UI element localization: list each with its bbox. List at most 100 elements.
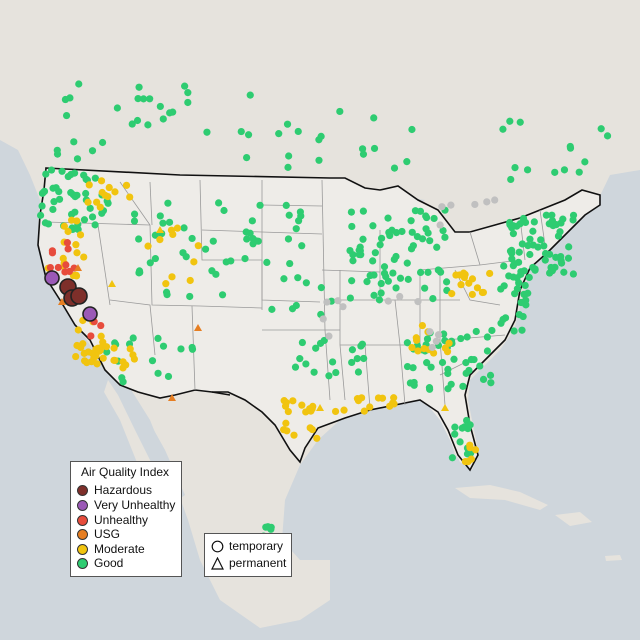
monitor-marker	[432, 337, 440, 345]
monitor-marker	[71, 193, 79, 201]
monitor-marker	[566, 144, 575, 152]
monitor-marker	[38, 189, 47, 197]
monitor-marker	[408, 343, 416, 352]
monitor-marker	[548, 211, 556, 219]
moderate-swatch-icon	[77, 543, 88, 555]
monitor-marker	[370, 144, 379, 153]
monitor-marker	[597, 125, 605, 133]
monitor-marker	[98, 209, 106, 217]
unhealthy-swatch-icon	[77, 514, 88, 526]
hispaniola	[555, 512, 592, 526]
monitor-marker	[424, 268, 432, 276]
monitor-marker	[347, 208, 356, 216]
legend-item-moderate: Moderate	[77, 542, 145, 556]
monitor-marker	[526, 235, 534, 243]
monitor-marker	[119, 378, 127, 386]
monitor-marker	[44, 220, 53, 228]
monitor-marker	[91, 174, 99, 182]
monitor-marker	[456, 438, 464, 446]
monitor-marker	[422, 213, 431, 222]
monitor-marker	[465, 279, 473, 287]
monitor-marker	[62, 111, 71, 120]
monitor-marker	[355, 250, 363, 259]
monitor-marker	[403, 362, 412, 371]
monitor-marker	[369, 222, 377, 230]
monitor-marker	[451, 423, 459, 431]
monitor-marker	[499, 125, 507, 133]
monitor-marker	[58, 167, 66, 175]
monitor-marker	[548, 267, 556, 275]
monitor-marker	[476, 362, 484, 370]
monitor-marker	[310, 368, 318, 376]
monitor-marker	[302, 360, 310, 368]
monitor-marker	[319, 315, 327, 323]
monitor-marker	[282, 201, 290, 210]
monitor-marker	[442, 278, 451, 286]
monitor-marker	[164, 199, 172, 207]
monitor-marker	[146, 95, 154, 103]
monitor-marker	[317, 284, 325, 292]
monitor-marker	[134, 95, 142, 103]
monitor-marker	[263, 258, 271, 267]
monitor-marker	[148, 357, 157, 365]
monitor-marker	[540, 242, 548, 250]
monitor-marker	[122, 361, 130, 369]
monitor-marker	[541, 249, 550, 258]
monitor-marker	[97, 321, 105, 330]
monitor-marker	[122, 181, 131, 189]
monitor-marker	[451, 430, 459, 438]
monitor-marker	[500, 262, 508, 270]
monitor-marker	[439, 226, 447, 235]
monitor-marker	[428, 343, 436, 352]
monitor-marker	[96, 203, 104, 211]
monitor-marker	[471, 446, 480, 454]
monitor-marker	[55, 195, 64, 203]
monitor-marker	[491, 196, 499, 204]
monitor-marker	[340, 406, 348, 414]
monitor-marker	[201, 245, 210, 253]
monitor-marker	[97, 177, 106, 185]
monitor-marker	[396, 292, 404, 301]
monitor-marker	[54, 263, 62, 272]
monitor-marker	[404, 275, 412, 283]
monitor-marker	[315, 156, 323, 164]
monitor-marker	[284, 407, 292, 416]
monitor-marker	[466, 441, 474, 449]
monitor-marker	[483, 198, 491, 206]
monitor-marker	[329, 358, 337, 366]
monitor-marker	[457, 281, 465, 289]
monitor-marker	[377, 234, 386, 242]
monitor-marker	[294, 127, 302, 136]
monitor-marker	[462, 369, 470, 377]
monitor-marker	[164, 372, 173, 381]
monitor-marker	[130, 217, 139, 225]
monitor-marker	[500, 282, 508, 290]
legend-item-usg: USG	[77, 527, 120, 541]
monitor-marker	[168, 394, 176, 401]
monitor-marker	[74, 225, 82, 233]
monitor-marker	[291, 363, 300, 371]
monitor-marker	[237, 127, 245, 136]
monitor-marker	[108, 280, 116, 287]
monitor-marker	[84, 348, 92, 356]
monitor-marker	[603, 132, 612, 140]
monitor-marker	[472, 327, 480, 336]
legend-item-temporary: temporary	[211, 539, 283, 553]
monitor-marker	[154, 369, 162, 377]
monitor-marker	[177, 345, 185, 353]
monitor-marker	[83, 358, 91, 367]
monitor-marker	[569, 270, 577, 278]
monitor-marker	[408, 125, 416, 134]
monitor-marker	[312, 344, 320, 352]
monitor-marker	[441, 344, 449, 352]
monitor-marker	[363, 278, 371, 286]
monitor-marker	[518, 326, 526, 334]
monitor-marker	[246, 91, 254, 99]
monitor-marker	[423, 359, 431, 367]
monitor-marker	[169, 230, 177, 238]
monitor-marker	[220, 206, 228, 215]
monitor-marker	[507, 175, 515, 184]
monitor-marker	[436, 221, 444, 229]
monitor-marker	[55, 187, 63, 196]
monitor-marker	[426, 385, 434, 393]
